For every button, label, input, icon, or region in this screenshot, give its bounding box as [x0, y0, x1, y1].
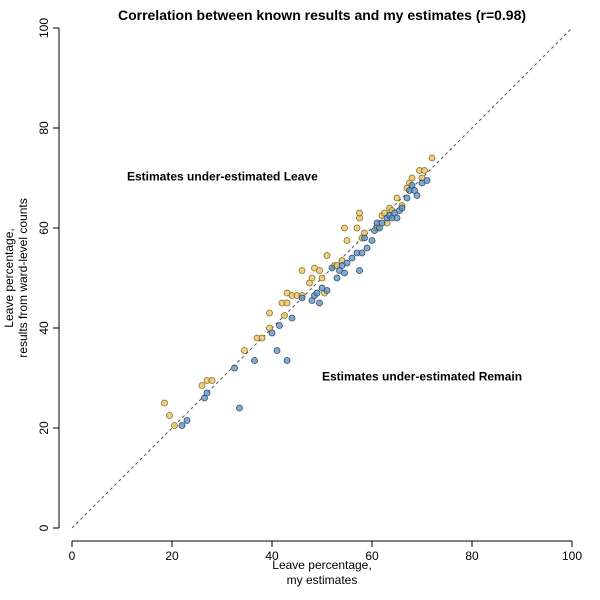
point-under-estimated-leave	[171, 422, 178, 429]
point-under-estimated-remain	[183, 417, 191, 424]
point-under-estimated-leave	[283, 299, 291, 307]
point-under-estimated-leave	[281, 312, 288, 319]
x-tick-label: 20	[165, 549, 179, 563]
point-under-estimated-remain	[423, 177, 431, 184]
point-under-estimated-remain	[358, 249, 366, 257]
point-under-estimated-leave	[298, 267, 306, 274]
point-under-estimated-remain	[341, 269, 348, 277]
point-under-estimated-remain	[361, 234, 368, 242]
point-under-estimated-leave	[408, 174, 416, 182]
point-under-estimated-leave	[341, 224, 348, 232]
point-under-estimated-remain	[316, 299, 323, 307]
point-under-estimated-remain	[288, 314, 296, 322]
point-under-estimated-remain	[283, 357, 291, 364]
y-axis-label-line-1: Leave percentage,	[2, 228, 16, 327]
point-under-estimated-remain	[368, 237, 376, 244]
point-under-estimated-remain	[393, 214, 401, 222]
point-under-estimated-remain	[323, 287, 331, 294]
point-under-estimated-remain	[231, 364, 238, 372]
y-axis-label-line-2: results from ward-level counts	[16, 198, 30, 357]
point-under-estimated-leave	[318, 274, 326, 282]
annotation-under-estimated-leave: Estimates under-estimated Leave	[127, 170, 318, 184]
point-under-estimated-remain	[348, 254, 356, 262]
reference-line-y-equals-x	[71, 27, 573, 529]
point-under-estimated-leave	[343, 237, 351, 244]
y-tick-label: 20	[37, 421, 51, 435]
point-under-estimated-remain	[298, 294, 306, 302]
y-tick-label: 0	[37, 524, 51, 531]
x-axis-label-line-1: Leave percentage,	[272, 558, 371, 572]
x-axis-ticks: 0 20 40 60 80 100	[69, 541, 582, 563]
x-tick-label: 80	[465, 549, 479, 563]
x-tick-label: 0	[69, 549, 76, 563]
point-under-estimated-leave	[393, 194, 401, 202]
point-under-estimated-leave	[166, 412, 173, 419]
point-under-estimated-remain	[328, 264, 336, 272]
x-tick-label: 40	[265, 549, 279, 563]
point-under-estimated-leave	[266, 309, 273, 317]
point-under-estimated-remain	[356, 267, 363, 274]
x-tick-label: 100	[562, 549, 582, 563]
y-axis-ticks: 0 20 40 60 80 100	[37, 18, 59, 531]
point-under-estimated-remain	[268, 329, 276, 337]
point-under-estimated-remain	[203, 389, 211, 397]
data-points	[161, 154, 436, 429]
point-under-estimated-leave	[241, 347, 248, 354]
point-under-estimated-remain	[343, 259, 351, 267]
point-under-estimated-remain	[333, 274, 341, 282]
point-under-estimated-remain	[403, 194, 411, 202]
y-tick-label: 40	[37, 321, 51, 335]
point-under-estimated-leave	[356, 209, 363, 217]
point-under-estimated-leave	[323, 252, 331, 259]
point-under-estimated-remain	[178, 422, 186, 429]
point-under-estimated-leave	[258, 334, 266, 342]
point-under-estimated-leave	[161, 399, 168, 407]
point-under-estimated-remain	[276, 322, 283, 329]
y-tick-label: 80	[37, 121, 51, 135]
chart-title: Correlation between known results and my…	[118, 7, 526, 23]
point-under-estimated-leave	[208, 377, 216, 384]
point-under-estimated-leave	[316, 267, 323, 274]
point-under-estimated-remain	[363, 244, 371, 252]
x-tick-label: 60	[365, 549, 379, 563]
point-under-estimated-remain	[413, 192, 421, 199]
point-under-estimated-leave	[353, 224, 361, 232]
y-tick-label: 100	[37, 18, 51, 38]
point-under-estimated-remain	[398, 204, 406, 212]
point-under-estimated-leave	[198, 382, 206, 389]
point-under-estimated-remain	[251, 357, 258, 364]
point-under-estimated-leave	[421, 167, 428, 174]
annotation-under-estimated-remain: Estimates under-estimated Remain	[322, 370, 522, 384]
point-under-estimated-leave	[428, 154, 436, 162]
point-under-estimated-remain	[378, 219, 386, 227]
x-axis-label-line-2: my estimates	[287, 573, 358, 587]
point-under-estimated-remain	[313, 289, 321, 297]
point-under-estimated-remain	[273, 347, 281, 354]
y-tick-label: 60	[37, 221, 51, 235]
point-under-estimated-leave	[308, 274, 316, 282]
point-under-estimated-remain	[236, 404, 243, 412]
